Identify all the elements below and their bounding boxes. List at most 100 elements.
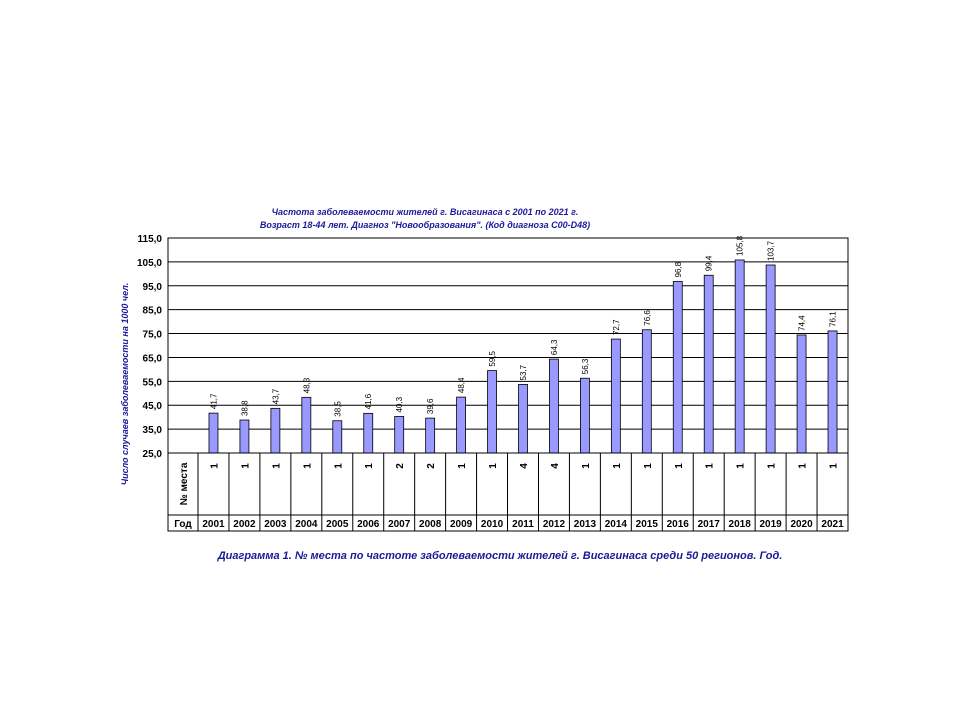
rank-value: 1 xyxy=(581,463,592,469)
x-tick-label: 2020 xyxy=(790,519,813,530)
bar xyxy=(641,329,652,454)
bar xyxy=(734,259,745,454)
x-tick-label: 2003 xyxy=(264,519,287,530)
x-tick-label: 2004 xyxy=(295,519,318,530)
rank-value: 1 xyxy=(488,463,499,469)
x-tick-label: 2017 xyxy=(698,519,721,530)
x-tick-label: 2009 xyxy=(450,519,473,530)
y-tick-label: 45,0 xyxy=(143,401,163,412)
year-row-header: Год xyxy=(174,519,192,530)
data-label: 40,3 xyxy=(395,396,404,412)
x-tick-label: 2015 xyxy=(636,519,659,530)
bar xyxy=(827,330,838,454)
rank-value: 1 xyxy=(333,463,344,469)
data-label: 72,7 xyxy=(612,319,621,335)
rank-value: 1 xyxy=(240,463,251,469)
bar xyxy=(703,274,714,454)
y-tick-label: 25,0 xyxy=(143,449,163,460)
data-label: 56,3 xyxy=(581,358,590,374)
chart-title-line-2: Возраст 18-44 лет. Диагноз "Новообразова… xyxy=(260,220,590,230)
rank-value: 1 xyxy=(209,463,220,469)
bar xyxy=(239,419,250,454)
data-label: 48,4 xyxy=(457,377,466,393)
bar xyxy=(332,420,343,454)
x-tick-label: 2006 xyxy=(357,519,380,530)
data-label: 76,6 xyxy=(643,310,652,326)
data-label: 48,3 xyxy=(302,377,311,393)
x-tick-label: 2014 xyxy=(605,519,628,530)
x-tick-label: 2019 xyxy=(759,519,782,530)
x-tick-label: 2007 xyxy=(388,519,411,530)
x-tick-label: 2013 xyxy=(574,519,597,530)
rank-value: 1 xyxy=(705,463,716,469)
data-label: 43,7 xyxy=(271,388,280,404)
bar xyxy=(301,396,312,454)
bar xyxy=(425,417,436,454)
x-tick-label: 2011 xyxy=(512,519,534,530)
chart-caption: Диаграмма 1. № места по частоте заболева… xyxy=(217,550,783,562)
data-label: 99,4 xyxy=(705,255,714,271)
rank-value: 1 xyxy=(612,463,623,469)
bar xyxy=(394,416,405,454)
data-labels: 41,7 38,8 43,7 48,3 38,5 41,6 40,3 39,6 48,4 59,5… xyxy=(209,235,837,416)
bars xyxy=(208,259,838,454)
rank-value: 2 xyxy=(426,463,437,469)
y-tick-label: 95,0 xyxy=(143,282,163,293)
data-label: 41,6 xyxy=(364,393,373,409)
bar xyxy=(580,377,590,454)
rank-value: 1 xyxy=(674,463,685,469)
data-label: 41,7 xyxy=(209,393,218,409)
data-label: 59,5 xyxy=(488,350,497,366)
x-tick-label: 2002 xyxy=(233,519,256,530)
y-tick-label: 85,0 xyxy=(143,306,163,317)
y-tick-labels: 25,0 35,0 45,0 55,0 65,0 75,0 85,0 95,0 105,0 115… xyxy=(137,234,162,460)
bar xyxy=(672,281,683,454)
rank-value: 1 xyxy=(643,463,654,469)
y-axis-label: Число случаев заболеваемости на 1000 чел… xyxy=(120,283,130,486)
x-tick-label: 2008 xyxy=(419,519,442,530)
y-tick-label: 75,0 xyxy=(143,330,163,341)
rank-value: 1 xyxy=(736,463,747,469)
rank-value: 1 xyxy=(767,463,778,469)
rank-value: 1 xyxy=(798,463,809,469)
rank-value: 2 xyxy=(395,463,406,469)
y-tick-label: 35,0 xyxy=(143,425,163,436)
x-tick-label: 2001 xyxy=(202,519,225,530)
rank-value: 4 xyxy=(550,463,561,469)
bar xyxy=(796,334,807,454)
x-tick-label: 2012 xyxy=(543,519,566,530)
data-label: 38,5 xyxy=(333,401,342,417)
rank-value: 1 xyxy=(271,463,282,469)
y-tick-label: 115,0 xyxy=(138,234,163,245)
bar xyxy=(610,338,621,454)
rank-value: 4 xyxy=(519,463,530,469)
x-tick-label: 2021 xyxy=(821,519,844,530)
rank-value: 1 xyxy=(364,463,375,469)
x-tick-label: 2016 xyxy=(667,519,690,530)
bar xyxy=(518,384,528,454)
x-tick-label: 2018 xyxy=(729,519,752,530)
x-tick-label: 2010 xyxy=(481,519,504,530)
data-label: 53,7 xyxy=(519,364,528,380)
x-tick-label: 2005 xyxy=(326,519,349,530)
bar xyxy=(363,412,374,454)
data-label: 64,3 xyxy=(550,339,559,355)
rank-value: 1 xyxy=(302,463,313,469)
data-label: 76,1 xyxy=(829,311,838,327)
bar xyxy=(456,396,466,454)
plot-frame xyxy=(167,237,849,454)
rank-value: 1 xyxy=(829,463,840,469)
rank-table: № места Год 1 2001 1 2002 1 2003 1 2004 1 2005 1 2006… xyxy=(167,452,849,532)
data-label: 39,6 xyxy=(426,398,435,414)
bar xyxy=(765,264,776,454)
bar xyxy=(270,407,281,454)
data-label: 74,4 xyxy=(798,315,807,331)
data-label: 38,8 xyxy=(240,400,249,416)
y-tick-label: 105,0 xyxy=(137,258,162,269)
gridlines xyxy=(167,237,849,454)
bar xyxy=(487,370,497,454)
rank-value: 1 xyxy=(457,463,468,469)
y-tick-label: 65,0 xyxy=(143,353,163,364)
data-label: 103,7 xyxy=(767,240,776,261)
